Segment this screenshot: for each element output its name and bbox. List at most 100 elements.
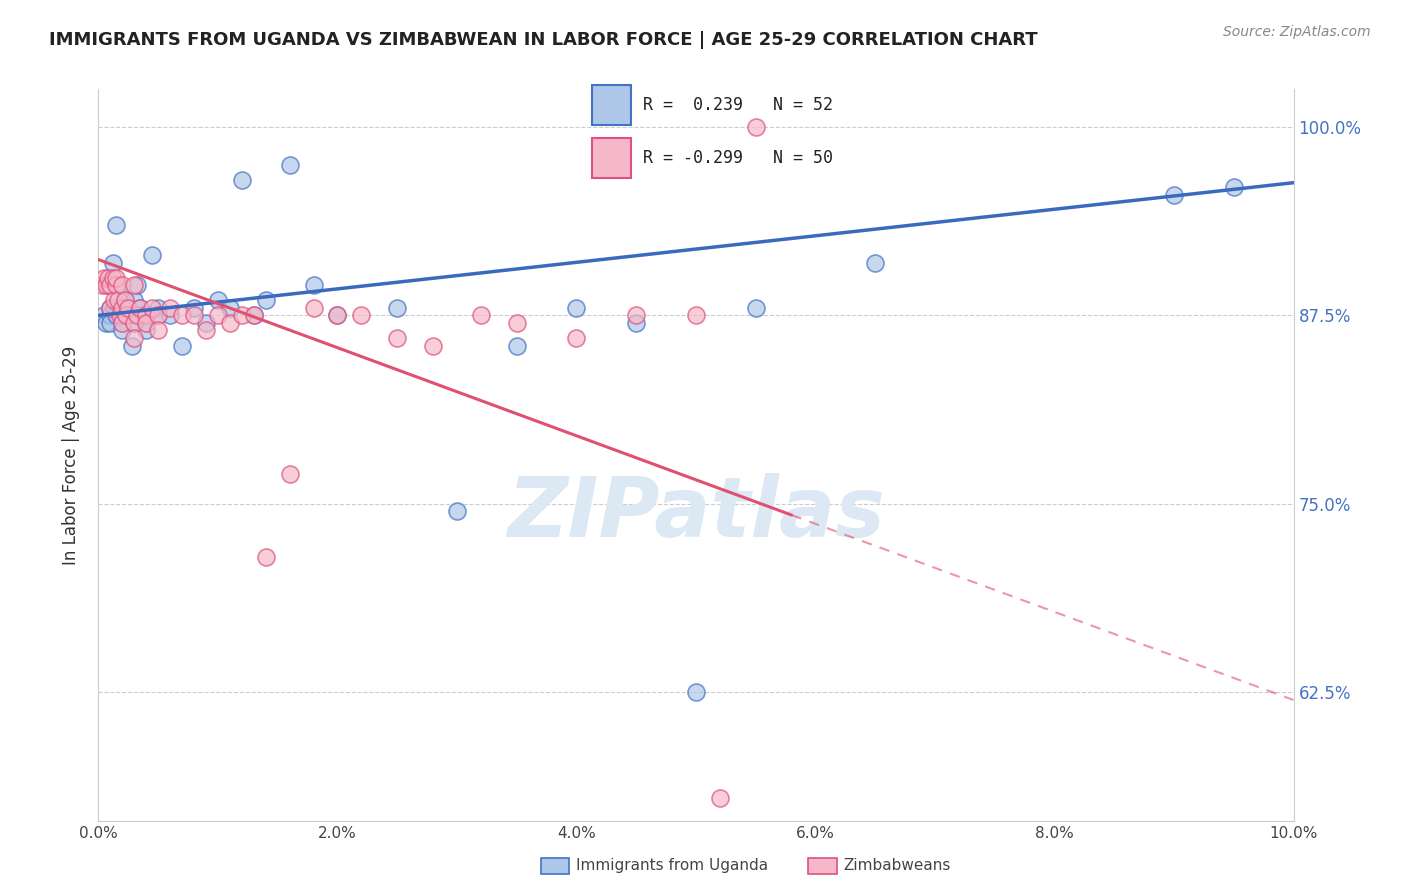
- Point: [141, 301, 163, 315]
- Point: [98, 309, 122, 323]
- Point: [107, 278, 129, 293]
- Point: [385, 301, 409, 315]
- Point: [115, 309, 138, 323]
- Point: [243, 309, 266, 323]
- Point: [108, 309, 131, 323]
- Point: [98, 278, 122, 293]
- Point: [207, 293, 229, 308]
- Point: [97, 270, 120, 285]
- Text: Source: ZipAtlas.com: Source: ZipAtlas.com: [1223, 25, 1371, 39]
- Point: [121, 338, 143, 352]
- Point: [195, 316, 218, 330]
- Point: [243, 309, 266, 323]
- Point: [302, 278, 325, 293]
- Point: [745, 120, 768, 134]
- Point: [159, 309, 181, 323]
- Point: [506, 316, 529, 330]
- Point: [111, 309, 134, 323]
- Point: [114, 293, 136, 308]
- Point: [350, 309, 373, 323]
- Point: [446, 504, 468, 518]
- Point: [183, 309, 205, 323]
- Point: [111, 324, 134, 338]
- Point: [94, 316, 117, 330]
- Point: [125, 309, 148, 323]
- Point: [278, 158, 301, 172]
- Point: [111, 301, 134, 315]
- Point: [219, 301, 242, 315]
- Point: [506, 338, 529, 352]
- Point: [97, 278, 120, 293]
- Point: [111, 316, 134, 330]
- Point: [93, 270, 115, 285]
- Point: [148, 309, 170, 323]
- Point: [124, 316, 146, 330]
- Point: [278, 467, 301, 481]
- Point: [626, 316, 648, 330]
- Point: [1163, 187, 1185, 202]
- Point: [565, 331, 588, 345]
- Point: [124, 278, 146, 293]
- Text: IMMIGRANTS FROM UGANDA VS ZIMBABWEAN IN LABOR FORCE | AGE 25-29 CORRELATION CHAR: IMMIGRANTS FROM UGANDA VS ZIMBABWEAN IN …: [49, 31, 1038, 49]
- Point: [98, 301, 122, 315]
- Point: [141, 248, 163, 262]
- Point: [117, 301, 139, 315]
- Point: [254, 293, 277, 308]
- Point: [254, 549, 277, 564]
- Point: [302, 301, 325, 315]
- Point: [685, 309, 707, 323]
- Point: [91, 278, 114, 293]
- Point: [94, 278, 117, 293]
- Point: [685, 685, 707, 699]
- Point: [105, 218, 128, 232]
- Point: [135, 324, 157, 338]
- Point: [148, 301, 170, 315]
- Text: Zimbabweans: Zimbabweans: [844, 858, 950, 872]
- Point: [626, 309, 648, 323]
- Point: [98, 301, 122, 315]
- Point: [326, 309, 349, 323]
- Text: R =  0.239   N = 52: R = 0.239 N = 52: [643, 95, 832, 114]
- Point: [135, 309, 157, 323]
- Point: [219, 316, 242, 330]
- Point: [172, 309, 194, 323]
- Point: [103, 293, 125, 308]
- Point: [207, 309, 229, 323]
- Point: [115, 309, 138, 323]
- Point: [124, 293, 146, 308]
- Point: [231, 309, 253, 323]
- Text: Immigrants from Uganda: Immigrants from Uganda: [576, 858, 769, 872]
- Point: [105, 278, 128, 293]
- Point: [565, 301, 588, 315]
- Point: [114, 293, 136, 308]
- Point: [148, 309, 170, 323]
- Point: [124, 316, 146, 330]
- Point: [124, 331, 146, 345]
- Point: [385, 331, 409, 345]
- Point: [118, 309, 141, 323]
- Point: [183, 301, 205, 315]
- Point: [172, 338, 194, 352]
- Point: [129, 301, 152, 315]
- Point: [865, 255, 887, 269]
- Text: ZIPatlas: ZIPatlas: [508, 473, 884, 554]
- Point: [103, 301, 125, 315]
- Point: [470, 309, 492, 323]
- Point: [135, 316, 157, 330]
- Point: [709, 791, 731, 805]
- Text: R = -0.299   N = 50: R = -0.299 N = 50: [643, 149, 832, 168]
- Point: [105, 309, 128, 323]
- Point: [231, 172, 253, 186]
- Point: [132, 309, 155, 323]
- Point: [117, 301, 139, 315]
- Point: [107, 293, 129, 308]
- Point: [129, 301, 152, 315]
- Point: [101, 255, 124, 269]
- Point: [111, 316, 134, 330]
- Point: [98, 316, 122, 330]
- Point: [101, 270, 124, 285]
- Point: [422, 338, 444, 352]
- FancyBboxPatch shape: [592, 138, 631, 178]
- Point: [326, 309, 349, 323]
- Point: [148, 324, 170, 338]
